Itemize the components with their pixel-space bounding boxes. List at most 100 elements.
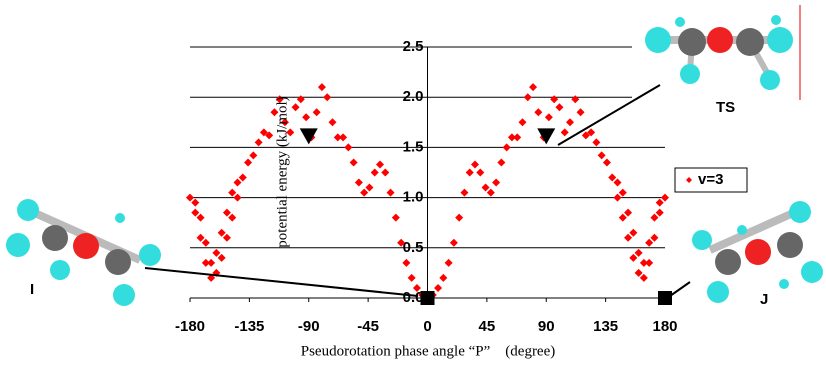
point	[186, 194, 194, 202]
point	[614, 194, 622, 202]
arrow	[670, 282, 690, 296]
point	[202, 239, 210, 247]
y-tick-label: 1.0	[403, 189, 424, 206]
point	[545, 113, 553, 121]
point	[223, 234, 231, 242]
point	[455, 214, 463, 222]
point	[439, 274, 447, 282]
annotation: J	[760, 291, 768, 308]
point	[482, 184, 490, 192]
point	[598, 151, 606, 159]
point	[255, 138, 263, 146]
x-tick-label: 45	[479, 318, 496, 335]
point	[381, 169, 389, 177]
x-tick-label: -90	[298, 318, 320, 335]
point	[629, 229, 637, 237]
point	[191, 209, 199, 217]
point	[228, 189, 236, 197]
point	[487, 189, 495, 197]
marker-square	[658, 291, 672, 305]
point	[603, 158, 611, 166]
point	[645, 239, 653, 247]
point	[297, 95, 305, 103]
point	[323, 93, 331, 101]
point	[492, 179, 500, 187]
point	[218, 229, 226, 237]
point	[577, 108, 585, 116]
point	[350, 158, 358, 166]
point	[513, 133, 521, 141]
point	[519, 118, 527, 126]
point	[635, 249, 643, 257]
point	[650, 234, 658, 242]
marker-triangle	[300, 128, 318, 144]
point	[218, 254, 226, 262]
point	[529, 83, 537, 91]
molecule-ts	[632, 0, 802, 100]
point	[387, 189, 395, 197]
x-tick-label: -180	[175, 318, 205, 335]
point	[503, 143, 511, 151]
x-tick-label: 0	[423, 318, 431, 335]
point	[408, 274, 416, 282]
point	[434, 284, 442, 292]
point	[292, 103, 300, 111]
point	[624, 234, 632, 242]
annotation: I	[30, 281, 34, 298]
point	[614, 179, 622, 187]
point	[619, 189, 627, 197]
y-tick-label: 2.0	[403, 88, 424, 105]
point	[460, 189, 468, 197]
point	[223, 209, 231, 217]
point	[344, 143, 352, 151]
point	[661, 194, 669, 202]
point	[450, 239, 458, 247]
chart: 0.00.51.01.52.02.5-180-135-90-4504590135…	[0, 0, 826, 362]
point	[365, 184, 373, 192]
point	[212, 249, 220, 257]
point	[471, 160, 479, 168]
x-axis-title: Pseudorotation phase angle “P” (degree)	[301, 343, 556, 359]
point	[619, 214, 627, 222]
point	[239, 174, 247, 182]
point	[234, 179, 242, 187]
marker-triangle	[537, 128, 555, 144]
point	[355, 179, 363, 187]
point	[234, 194, 242, 202]
x-tick-label: 180	[652, 318, 677, 335]
point	[608, 174, 616, 182]
y-tick-label: 0.0	[403, 289, 424, 306]
point	[445, 259, 453, 267]
point	[497, 158, 505, 166]
y-tick-label: 0.5	[403, 239, 424, 256]
point	[476, 169, 484, 177]
point	[197, 214, 205, 222]
point	[244, 158, 252, 166]
point	[371, 169, 379, 177]
point	[249, 151, 257, 159]
x-tick-label: -45	[357, 318, 379, 335]
legend-label: v=3	[698, 171, 723, 188]
point	[402, 259, 410, 267]
point	[629, 254, 637, 262]
point	[334, 133, 342, 141]
point	[550, 95, 558, 103]
marker-square	[421, 291, 435, 305]
point	[571, 95, 579, 103]
point	[555, 103, 563, 111]
point	[640, 274, 648, 282]
point	[318, 83, 326, 91]
point	[197, 234, 205, 242]
point	[360, 189, 368, 197]
point	[329, 118, 337, 126]
point	[656, 199, 664, 207]
point	[302, 113, 310, 121]
point	[561, 128, 569, 136]
point	[624, 209, 632, 217]
x-tick-label: 135	[593, 318, 618, 335]
x-tick-label: -135	[234, 318, 264, 335]
arrow	[558, 85, 660, 145]
arrow	[145, 268, 418, 296]
point	[650, 214, 658, 222]
